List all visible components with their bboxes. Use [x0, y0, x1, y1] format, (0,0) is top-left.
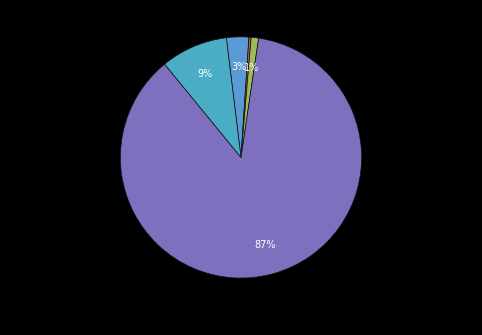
Text: 3%: 3% — [231, 62, 246, 72]
Text: 87%: 87% — [254, 240, 276, 250]
Wedge shape — [241, 37, 259, 157]
Wedge shape — [165, 38, 241, 157]
Wedge shape — [241, 37, 251, 157]
Text: 0%: 0% — [0, 334, 1, 335]
Text: 1%: 1% — [244, 63, 259, 73]
Wedge shape — [120, 38, 362, 278]
Text: 9%: 9% — [198, 69, 213, 79]
Wedge shape — [227, 37, 249, 157]
